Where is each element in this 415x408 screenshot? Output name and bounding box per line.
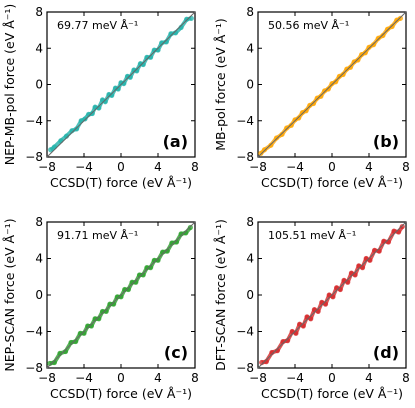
mae-annotation: 91.71 meV Å⁻¹: [57, 229, 138, 242]
mae-annotation: 69.77 meV Å⁻¹: [57, 19, 138, 32]
y-tick-label: −8: [236, 150, 254, 164]
reference-line: [257, 221, 407, 369]
y-tick-label: 8: [35, 215, 43, 229]
y-axis-label: NEP-SCAN force (eV Å⁻¹): [2, 218, 17, 371]
panel-c: −8 −4 0 4 8 −8 −4 0 4 8 91.71 meV Å⁻¹ (c) CCSD(T) fo…: [2, 215, 199, 401]
x-tick-label: 4: [154, 160, 162, 174]
x-tick-label: −4: [286, 160, 304, 174]
mae-annotation: 105.51 meV Å⁻¹: [268, 229, 356, 242]
panel-label: (a): [163, 132, 188, 151]
x-tick-label: 0: [328, 371, 336, 385]
x-tick-label: 8: [402, 160, 410, 174]
y-tick-label: 0: [35, 78, 43, 92]
x-tick-label: 4: [154, 371, 162, 385]
x-tick-label: −8: [249, 160, 267, 174]
y-tick-label: −4: [236, 325, 254, 339]
reference-line: [46, 11, 196, 158]
y-tick-label: 4: [35, 252, 43, 266]
panel-b: −8 −4 0 4 8 −8 −4 0 4 8 50.56 meV Å⁻¹ (b) CCSD(T) fo…: [213, 5, 410, 190]
x-axis-label: CCSD(T) force (eV Å⁻¹): [50, 386, 192, 401]
y-axis-label: DFT-SCAN force (eV Å⁻¹): [213, 219, 228, 371]
y-tick-label: 4: [35, 41, 43, 55]
y-axis-label: MB-pol force (eV Å⁻¹): [213, 18, 228, 150]
reference-line: [257, 11, 407, 158]
panel-label: (c): [164, 343, 188, 362]
panel-label: (d): [373, 343, 399, 362]
x-tick-label: 0: [328, 160, 336, 174]
x-tick-label: 8: [191, 371, 199, 385]
y-tick-label: −8: [25, 361, 43, 375]
panel-label: (b): [373, 132, 399, 151]
y-tick-label: 8: [246, 5, 254, 19]
x-tick-label: 8: [191, 160, 199, 174]
y-tick-label: −8: [25, 150, 43, 164]
y-tick-label: 0: [246, 288, 254, 302]
y-tick-label: 4: [246, 41, 254, 55]
y-tick-label: 8: [246, 215, 254, 229]
y-axis-label: NEP-MB-pol force (eV Å⁻¹): [2, 4, 17, 166]
x-axis-label: CCSD(T) force (eV Å⁻¹): [261, 386, 403, 401]
mae-annotation: 50.56 meV Å⁻¹: [268, 19, 349, 32]
y-tick-label: −4: [25, 325, 43, 339]
x-tick-label: 4: [365, 160, 373, 174]
x-tick-label: −8: [249, 371, 267, 385]
x-axis-label: CCSD(T) force (eV Å⁻¹): [50, 175, 192, 190]
y-tick-label: −4: [236, 114, 254, 128]
x-tick-label: 0: [117, 160, 125, 174]
x-tick-label: −4: [286, 371, 304, 385]
y-tick-label: −8: [236, 361, 254, 375]
x-tick-label: 8: [402, 371, 410, 385]
y-tick-label: −4: [25, 114, 43, 128]
data-band: [261, 225, 404, 365]
y-tick-label: 0: [246, 78, 254, 92]
x-axis-label: CCSD(T) force (eV Å⁻¹): [261, 175, 403, 190]
x-tick-label: 0: [117, 371, 125, 385]
reference-line: [46, 221, 196, 369]
x-tick-label: 4: [365, 371, 373, 385]
y-tick-label: 4: [246, 252, 254, 266]
x-tick-label: −8: [38, 371, 56, 385]
x-tick-label: −4: [75, 371, 93, 385]
data-band: [49, 16, 192, 152]
panel-d: −8 −4 0 4 8 −8 −4 0 4 8 105.51 meV Å⁻¹ (d) CCSD(T) f…: [213, 215, 410, 401]
y-tick-label: 8: [35, 5, 43, 19]
x-tick-label: −4: [75, 160, 93, 174]
panel-a: −8 −4 0 4 8 −8 −4 0 4 8 69.77 meV Å⁻¹ (a) CCSD(T) fo…: [2, 4, 199, 190]
x-tick-label: −8: [38, 160, 56, 174]
y-tick-label: 0: [35, 288, 43, 302]
